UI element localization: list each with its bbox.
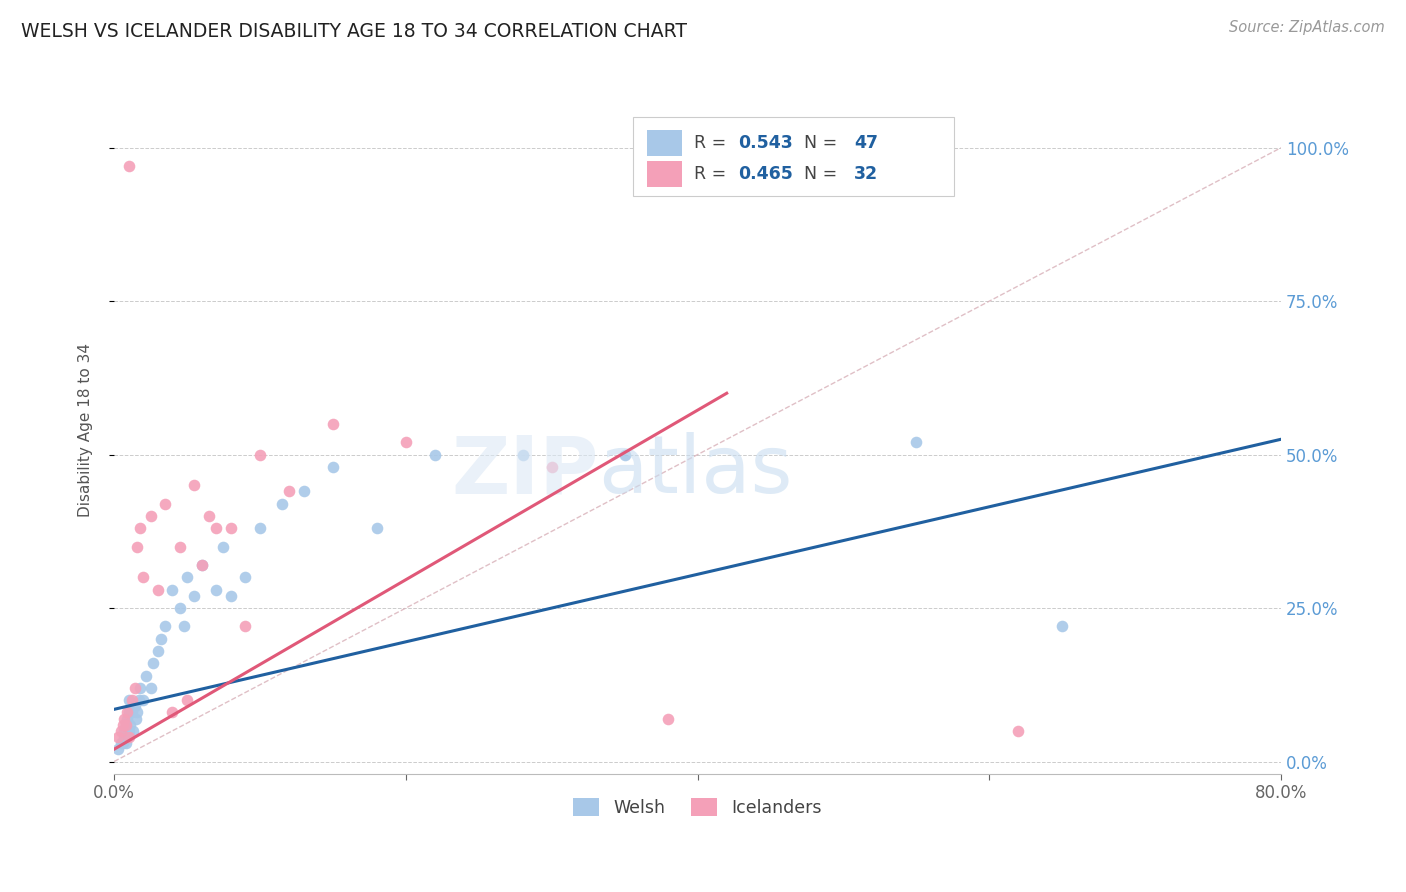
Point bbox=[139, 508, 162, 523]
Point bbox=[118, 693, 141, 707]
Point bbox=[125, 712, 148, 726]
Point bbox=[512, 448, 534, 462]
Point bbox=[114, 717, 136, 731]
Point bbox=[107, 730, 129, 744]
Point bbox=[112, 712, 135, 726]
Point bbox=[423, 448, 446, 462]
Text: 0.543: 0.543 bbox=[738, 135, 793, 153]
Point bbox=[212, 540, 235, 554]
Point bbox=[162, 706, 184, 720]
Point bbox=[146, 582, 169, 597]
Point bbox=[129, 521, 152, 535]
Point bbox=[153, 497, 176, 511]
Text: 32: 32 bbox=[853, 165, 877, 183]
Point bbox=[322, 417, 344, 431]
Bar bbox=[647, 130, 682, 156]
Point bbox=[905, 435, 928, 450]
Text: R =: R = bbox=[695, 135, 731, 153]
Point bbox=[219, 589, 242, 603]
Point bbox=[169, 601, 191, 615]
Point bbox=[124, 699, 146, 714]
Point bbox=[114, 736, 136, 750]
Point bbox=[115, 706, 138, 720]
Point bbox=[173, 619, 195, 633]
Point bbox=[129, 681, 152, 695]
Point bbox=[219, 521, 242, 535]
Point bbox=[613, 448, 636, 462]
Point bbox=[270, 497, 292, 511]
Point bbox=[366, 521, 388, 535]
Point bbox=[322, 459, 344, 474]
Point bbox=[118, 723, 141, 738]
Text: N =: N = bbox=[793, 165, 844, 183]
Point bbox=[121, 706, 143, 720]
Point bbox=[190, 558, 212, 573]
Point bbox=[146, 644, 169, 658]
Point bbox=[118, 730, 141, 744]
Point bbox=[190, 558, 212, 573]
Point bbox=[235, 619, 257, 633]
Point bbox=[120, 717, 142, 731]
Point bbox=[162, 582, 184, 597]
Point bbox=[115, 730, 138, 744]
FancyBboxPatch shape bbox=[633, 117, 955, 196]
Point bbox=[112, 723, 135, 738]
Point bbox=[198, 508, 221, 523]
Text: atlas: atlas bbox=[599, 433, 793, 510]
Point bbox=[292, 484, 315, 499]
Text: R =: R = bbox=[695, 165, 731, 183]
Point bbox=[127, 706, 149, 720]
Point bbox=[128, 693, 150, 707]
Point bbox=[139, 681, 162, 695]
Point bbox=[132, 693, 155, 707]
Text: ZIP: ZIP bbox=[451, 433, 599, 510]
Bar bbox=[647, 161, 682, 187]
Point bbox=[205, 521, 228, 535]
Point bbox=[135, 668, 157, 682]
Point bbox=[395, 435, 418, 450]
Point bbox=[111, 717, 134, 731]
Point bbox=[124, 681, 146, 695]
Point bbox=[118, 706, 141, 720]
Point bbox=[111, 736, 134, 750]
Point bbox=[132, 570, 155, 584]
Point bbox=[142, 657, 165, 671]
Point bbox=[183, 478, 205, 492]
Point bbox=[121, 693, 143, 707]
Point bbox=[1007, 723, 1029, 738]
Point bbox=[278, 484, 301, 499]
Point bbox=[540, 459, 562, 474]
Text: Source: ZipAtlas.com: Source: ZipAtlas.com bbox=[1229, 20, 1385, 35]
Text: 0.465: 0.465 bbox=[738, 165, 793, 183]
Point bbox=[249, 448, 271, 462]
Point bbox=[657, 712, 679, 726]
Point bbox=[127, 540, 149, 554]
Text: WELSH VS ICELANDER DISABILITY AGE 18 TO 34 CORRELATION CHART: WELSH VS ICELANDER DISABILITY AGE 18 TO … bbox=[21, 22, 688, 41]
Text: 47: 47 bbox=[853, 135, 877, 153]
Point bbox=[235, 570, 257, 584]
Point bbox=[115, 712, 138, 726]
Y-axis label: Disability Age 18 to 34: Disability Age 18 to 34 bbox=[79, 343, 93, 517]
Legend: Welsh, Icelanders: Welsh, Icelanders bbox=[567, 791, 828, 823]
Text: N =: N = bbox=[793, 135, 844, 153]
Point bbox=[110, 736, 132, 750]
Point bbox=[118, 159, 141, 173]
Point bbox=[153, 619, 176, 633]
Point bbox=[169, 540, 191, 554]
Point bbox=[112, 730, 135, 744]
Point bbox=[107, 742, 129, 756]
Point bbox=[122, 723, 145, 738]
Point bbox=[1050, 619, 1073, 633]
Point bbox=[114, 717, 136, 731]
Point bbox=[149, 632, 172, 646]
Point bbox=[205, 582, 228, 597]
Point bbox=[110, 723, 132, 738]
Point bbox=[176, 570, 198, 584]
Point bbox=[249, 521, 271, 535]
Point bbox=[183, 589, 205, 603]
Point bbox=[176, 693, 198, 707]
